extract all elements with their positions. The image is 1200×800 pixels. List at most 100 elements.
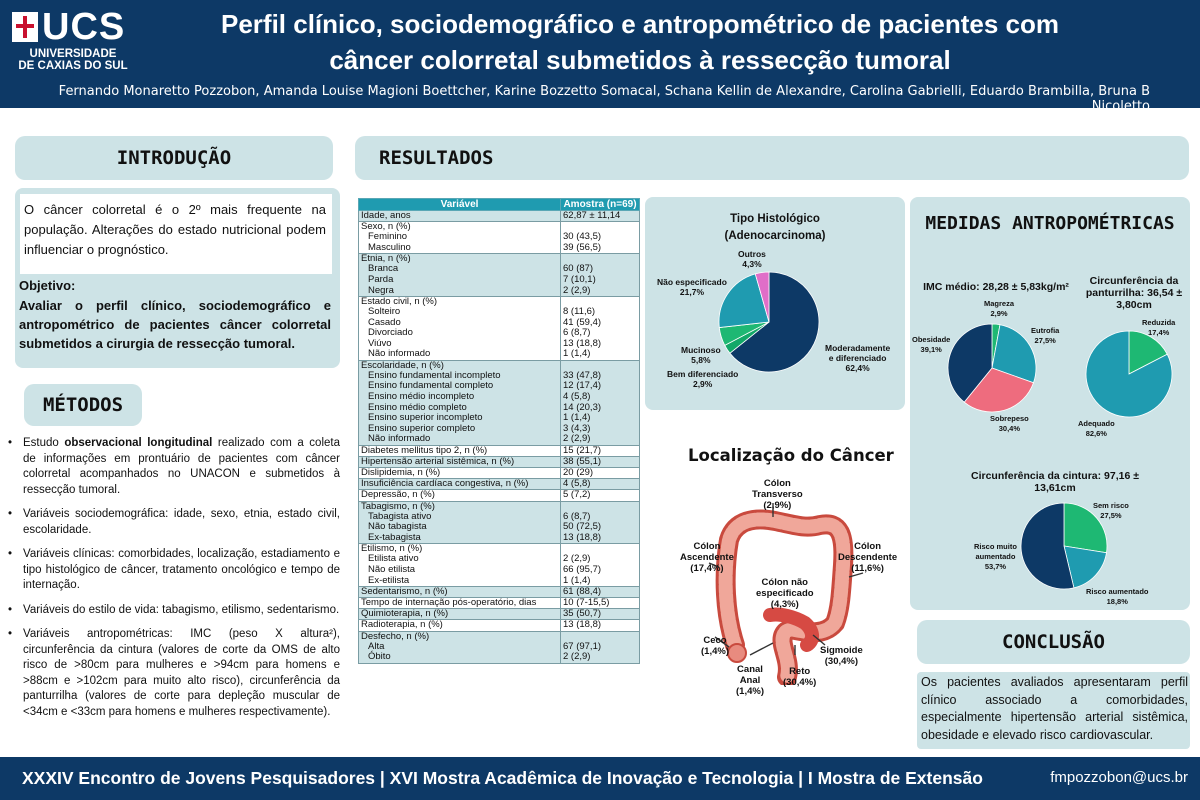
table-row: Idade, anos 62,87 ± 11,14 [358, 209, 640, 223]
table-row: Tabagismo, n (%) [358, 500, 640, 512]
objetivo-label: Objetivo: [19, 278, 76, 293]
table-cell-amostra: 5 (7,2) [560, 489, 640, 502]
table-row: Óbito 2 (2,9) [358, 652, 640, 664]
table-cell-amostra [560, 253, 640, 265]
table-cell-variavel: Solteiro [358, 307, 561, 318]
pie-slice-outros [754, 271, 770, 323]
table-cell-amostra: 14 (20,3) [560, 402, 640, 414]
table-cell-amostra [560, 630, 640, 642]
label-eutrofia: Eutrofia 27,5% [1031, 326, 1060, 345]
label-colon-ascendente: Cólon Ascendente (17,4%) [680, 541, 734, 574]
table-cell-amostra: 39 (56,5) [560, 243, 640, 255]
table-cell-amostra: 3 (4,3) [560, 423, 640, 435]
conclusao-text: Os pacientes avaliados apresentaram perf… [921, 675, 1188, 742]
table-row: Diabetes mellitus tipo 2, n (%) 15 (21,7) [358, 444, 640, 457]
introducao-text: O câncer colorretal é o 2º mais frequent… [20, 194, 332, 274]
ucs-cross-icon [12, 12, 38, 42]
table-row: Alta 67 (97,1) [358, 641, 640, 653]
pie-slice-sobrepeso [963, 367, 1034, 413]
label-outros: Outros 4,3% [738, 249, 766, 269]
ucs-logo: UCS UNIVERSIDADE DE CAXIAS DO SUL [12, 6, 134, 78]
pie-slice-eutrofia [991, 324, 1037, 384]
label-colon-transverso: Cólon Transverso (2,9%) [752, 478, 803, 511]
table-cell-amostra: 33 (47,8) [560, 370, 640, 382]
table-cell-amostra: 10 (7-15,5) [560, 596, 640, 610]
table-row: Estado civil, n (%) [358, 295, 640, 307]
antropometria-panel: MEDIDAS ANTROPOMÉTRICAS IMC médio: 28,28… [910, 197, 1190, 610]
table-cell-amostra: 41 (59,4) [560, 317, 640, 329]
resultados-heading: RESULTADOS [379, 147, 494, 169]
table-cell-variavel: Tempo de internação pós-operatório, dias [358, 596, 561, 610]
table-row: Ensino fundamental completo 12 (17,4) [358, 381, 640, 392]
label-nao-especificado: Não especificado 21,7% [657, 277, 727, 297]
footer-email[interactable]: fmpozzobon@ucs.br [1050, 769, 1188, 786]
label-reto: Reto (30,4%) [783, 666, 817, 688]
table-cell-amostra: 7 (10,1) [560, 275, 640, 286]
table-row: Tabagista ativo 6 (8,7) [358, 511, 640, 523]
table-row: Viúvo 13 (18,8) [358, 338, 640, 350]
label-risco-muito-aumentado: Risco muito aumentado 53,7% [974, 542, 1017, 571]
histologico-panel: Tipo Histológico (Adenocarcinoma) Outros… [645, 197, 905, 410]
table-cell-amostra: 13 (18,8) [560, 532, 640, 545]
table-cell-amostra: 50 (72,5) [560, 522, 640, 533]
table-row: Ex-tabagista 13 (18,8) [358, 532, 640, 545]
table-header-amostra: Amostra (n=69) [560, 198, 640, 211]
list-item: Variáveis clínicas: comorbidades, locali… [8, 547, 340, 594]
resultados-banner: RESULTADOS [355, 136, 1189, 180]
introducao-heading: INTRODUÇÃO [116, 147, 232, 169]
table-row: Feminino 30 (43,5) [358, 232, 640, 243]
table-cell-amostra: 35 (50,7) [560, 608, 640, 621]
label-canal-anal: Canal Anal (1,4%) [736, 664, 764, 697]
table-row: Divorciado 6 (8,7) [358, 328, 640, 339]
header-bar: UCS UNIVERSIDADE DE CAXIAS DO SUL Perfil … [0, 0, 1200, 114]
localizacao-title: Localização do Câncer [688, 446, 894, 465]
table-cell-amostra: 2 (2,9) [560, 554, 640, 565]
table-row: Ex-etilista 1 (1,4) [358, 575, 640, 587]
table-row: Etnia, n (%) [358, 253, 640, 265]
table-cell-amostra: 12 (17,4) [560, 381, 640, 392]
table-cell-amostra: 2 (2,9) [560, 652, 640, 664]
table-row: Radioterapia, n (%) 13 (18,8) [358, 619, 640, 632]
table-row: Ensino superior completo 3 (4,3) [358, 423, 640, 435]
table-row: Masculino 39 (56,5) [358, 243, 640, 255]
table-cell-variavel: Insuficiência cardíaca congestiva, n (%) [358, 478, 561, 491]
conclusao-panel: Os pacientes avaliados apresentaram perf… [917, 672, 1190, 749]
table-cell-amostra: 4 (5,8) [560, 478, 640, 491]
table-row: Sexo, n (%) [358, 221, 640, 233]
table-cell-amostra: 61 (88,4) [560, 585, 640, 598]
table-cell-amostra [560, 359, 640, 371]
table-row: Escolaridade, n (%) [358, 359, 640, 371]
histologico-pie [718, 271, 820, 373]
introducao-panel: O câncer colorretal é o 2º mais frequent… [15, 188, 340, 368]
antropometria-pies [947, 323, 1173, 590]
footer-event: XXXIV Encontro de Jovens Pesquisadores |… [22, 768, 983, 788]
table-row: Etilista ativo 2 (2,9) [358, 554, 640, 565]
table-cell-variavel: Idade, anos [358, 209, 561, 223]
table-cell-variavel: Desfecho, n (%) [358, 630, 561, 642]
conclusao-banner: CONCLUSÃO [917, 620, 1190, 664]
sigmoid-shape [763, 607, 819, 652]
conclusao-heading: CONCLUSÃO [1002, 631, 1105, 653]
list-item: Variáveis antropométricas: IMC (peso X a… [8, 627, 340, 720]
metodos-heading: MÉTODOS [42, 394, 124, 416]
logo-text: UCS [42, 6, 126, 48]
pie-slice-adequado [1085, 330, 1173, 418]
table-row: Desfecho, n (%) [358, 630, 640, 642]
table-cell-amostra [560, 295, 640, 307]
label-colon-nao-especificado: Cólon não especificado (4,3%) [756, 577, 814, 610]
panturrilha-title: Circunferência da panturrilha: 36,54 ± 3… [1085, 275, 1183, 311]
table-row: Ensino médio incompleto 4 (5,8) [358, 392, 640, 403]
table-row: Etilismo, n (%) [358, 543, 640, 555]
pie-slice-obesidade [947, 323, 993, 403]
table-cell-variavel: Parda [358, 275, 561, 286]
label-mucinoso: Mucinoso 5,8% [681, 345, 721, 365]
list-item: Variáveis sociodemográfica: idade, sexo,… [8, 507, 340, 538]
table-cell-amostra [560, 500, 640, 512]
logo-subtitle: UNIVERSIDADE DE CAXIAS DO SUL [18, 48, 128, 72]
table-row: Solteiro 8 (11,6) [358, 307, 640, 318]
pie-slice-moderadamente-e-diferenciado [729, 271, 820, 373]
table-cell-variavel: Não etilista [358, 565, 561, 576]
table-cell-amostra: 2 (2,9) [560, 434, 640, 446]
table-row: Depressão, n (%) 5 (7,2) [358, 489, 640, 502]
table-row: Hipertensão arterial sistêmica, n (%) 38 … [358, 455, 640, 468]
